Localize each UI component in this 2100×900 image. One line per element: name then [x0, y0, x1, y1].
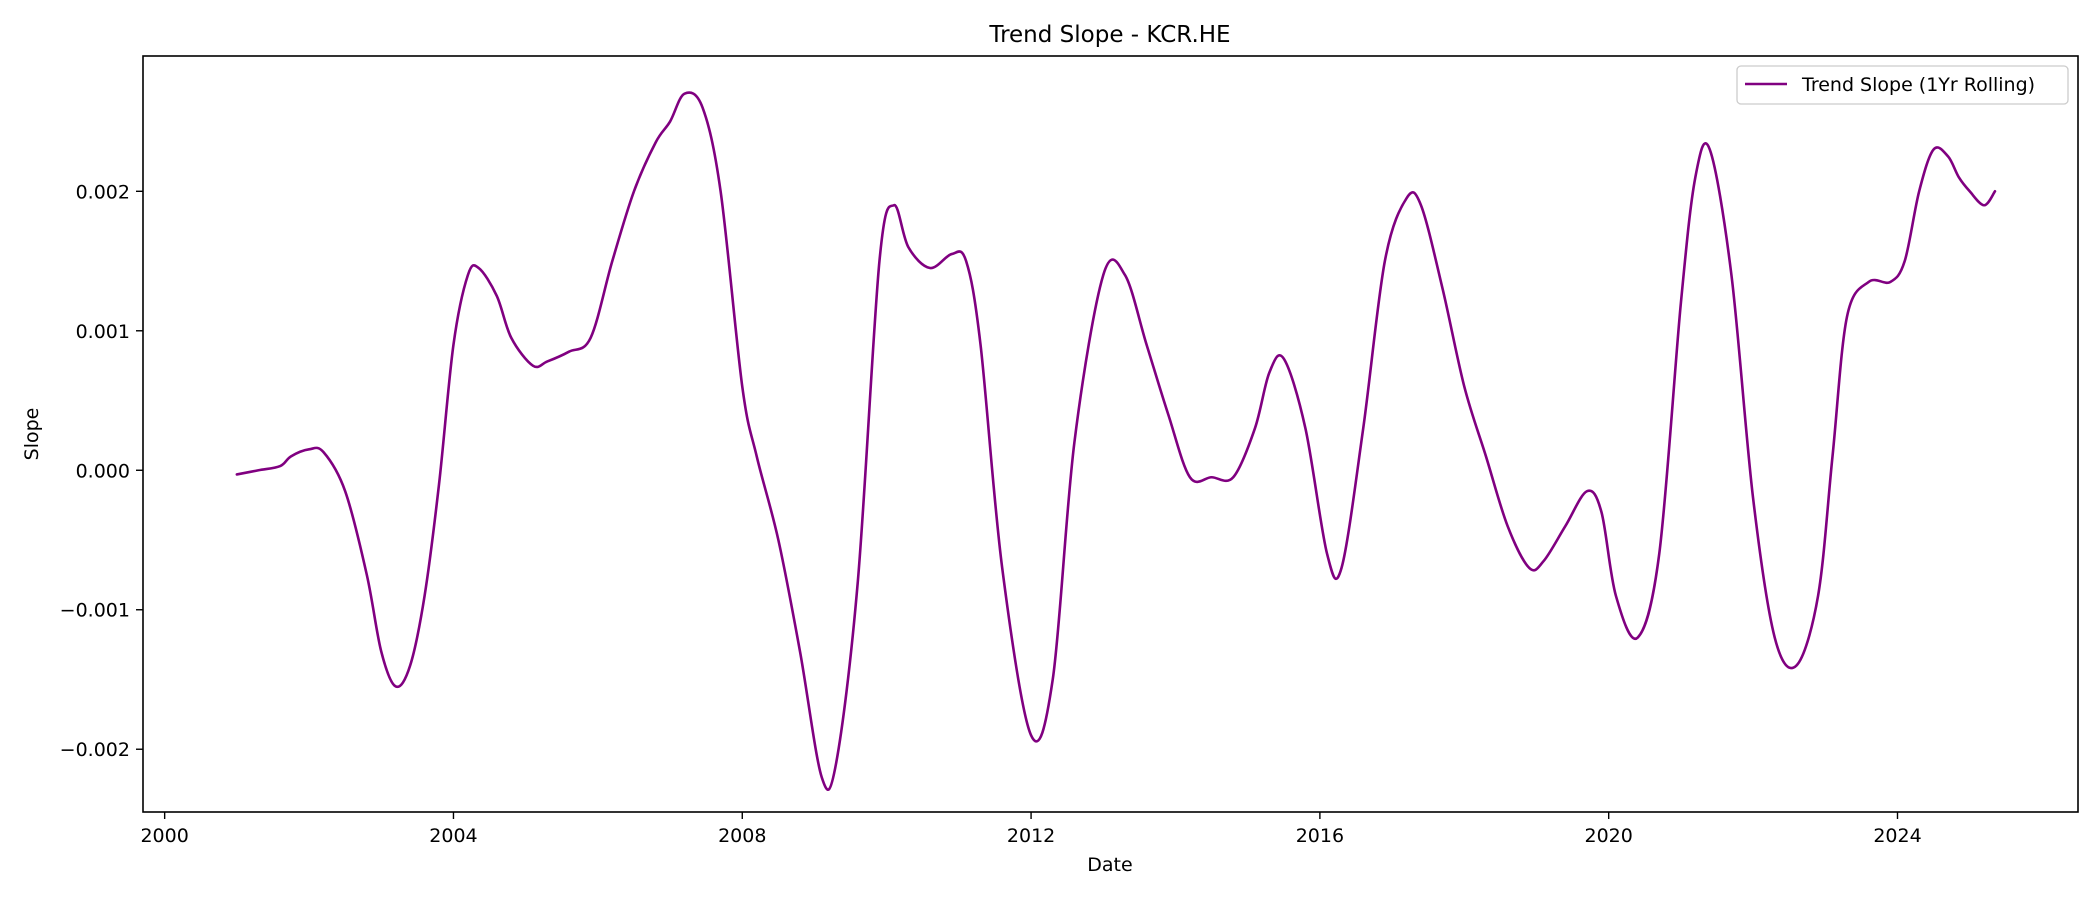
y-tick-label: 0.002	[76, 181, 130, 203]
legend-box	[1736, 65, 2069, 105]
x-tick-label: 2008	[718, 825, 766, 847]
plot-area	[235, 91, 1997, 791]
x-tick-label: 2020	[1585, 825, 1633, 847]
x-tick-label: 2024	[1873, 825, 1921, 847]
y-axis-title: Slope	[21, 408, 43, 461]
y-tick-label: −0.002	[60, 739, 130, 761]
x-tick-label: 2012	[1007, 825, 1055, 847]
x-axis-title: Date	[1087, 854, 1132, 876]
y-tick-label: 0.000	[76, 460, 130, 482]
series-line-0	[235, 91, 1997, 791]
legend-label: Trend Slope (1Yr Rolling)	[1801, 74, 2035, 96]
chart-title: Trend Slope - KCR.HE	[988, 22, 1230, 48]
y-tick-label: −0.001	[60, 600, 130, 622]
x-tick-label: 2004	[429, 825, 477, 847]
x-tick-label: 2016	[1296, 825, 1344, 847]
legend: Trend Slope (1Yr Rolling)	[1736, 65, 2069, 105]
y-tick-label: 0.001	[76, 321, 130, 343]
x-tick-label: 2000	[140, 825, 188, 847]
plot-frame	[142, 55, 2079, 813]
